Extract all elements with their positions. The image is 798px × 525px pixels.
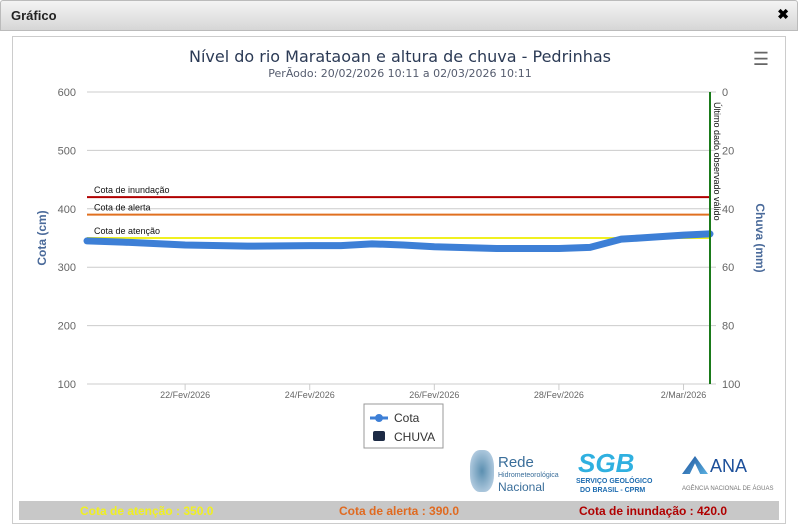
chart-subtitle: PerÃodo: 20/02/2026 10:11 a 02/03/2026 1…	[268, 67, 531, 80]
footer-atencao: Cota de atenção : 350.0	[80, 504, 214, 518]
y2-tick-label: 80	[722, 321, 734, 333]
y2-tick-label: 40	[722, 204, 734, 216]
y-tick-label: 300	[58, 262, 76, 274]
y-axis-title: Cota (cm)	[35, 210, 49, 265]
y2-tick-label: 0	[722, 87, 728, 99]
y2-axis-title: Chuva (mm)	[753, 203, 767, 272]
y-tick-label: 200	[58, 321, 76, 333]
threshold-label: Cota de alerta	[94, 203, 151, 213]
y2-tick-label: 100	[722, 379, 740, 391]
window-title: Gráfico	[11, 8, 57, 23]
footer-alerta: Cota de alerta : 390.0	[339, 504, 460, 518]
logo-text: DO BRASIL - CPRM	[580, 487, 646, 494]
y-tick-label: 500	[58, 145, 76, 157]
x-tick-label: 22/Fev/2026	[160, 390, 210, 400]
logo-text: Rede	[498, 454, 534, 471]
close-icon[interactable]: ✖	[777, 6, 789, 22]
chart: Nível do rio Marataoan e altura de chuva…	[35, 47, 769, 449]
window-titlebar: Gráfico ✖	[0, 0, 798, 31]
legend-cota[interactable]: Cota	[394, 411, 420, 425]
x-tick-label: 24/Fev/2026	[285, 390, 335, 400]
y-tick-label: 400	[58, 204, 76, 216]
x-tick-label: 2/Mar/2026	[661, 390, 707, 400]
chart-title: Nível do rio Marataoan e altura de chuva…	[189, 47, 611, 66]
y-tick-label: 100	[58, 379, 76, 391]
logo-text: ANA	[710, 456, 748, 476]
threshold-footer: Cota de atenção : 350.0 Cota de alerta :…	[19, 501, 779, 520]
logo-text: Nacional	[498, 480, 545, 494]
logo-text: AGÊNCIA NACIONAL DE ÁGUAS	[682, 486, 774, 492]
hamburger-menu-icon[interactable]: ☰	[753, 49, 769, 69]
legend-chuva-icon[interactable]	[373, 431, 385, 441]
logo-text: SGB	[578, 448, 635, 478]
legend-cota-marker	[375, 414, 383, 422]
threshold-label: Cota de inundação	[94, 185, 170, 195]
threshold-label: Cota de atenção	[94, 226, 160, 236]
x-tick-label: 28/Fev/2026	[534, 390, 584, 400]
y-tick-label: 600	[58, 87, 76, 99]
chart-frame	[12, 36, 786, 524]
logo-text: SERVIÇO GEOLÓGICO	[576, 478, 653, 485]
logo-text: Hidrometeorológica	[498, 472, 559, 479]
last-valid-data-label: Último dado observado válido	[712, 102, 722, 221]
footer-inundacao: Cota de inundação : 420.0	[579, 504, 728, 518]
y2-tick-label: 60	[722, 262, 734, 274]
x-tick-label: 26/Fev/2026	[409, 390, 459, 400]
cota-series-line	[83, 230, 714, 253]
legend-chuva[interactable]: CHUVA	[394, 430, 435, 444]
y2-tick-label: 20	[722, 145, 734, 157]
